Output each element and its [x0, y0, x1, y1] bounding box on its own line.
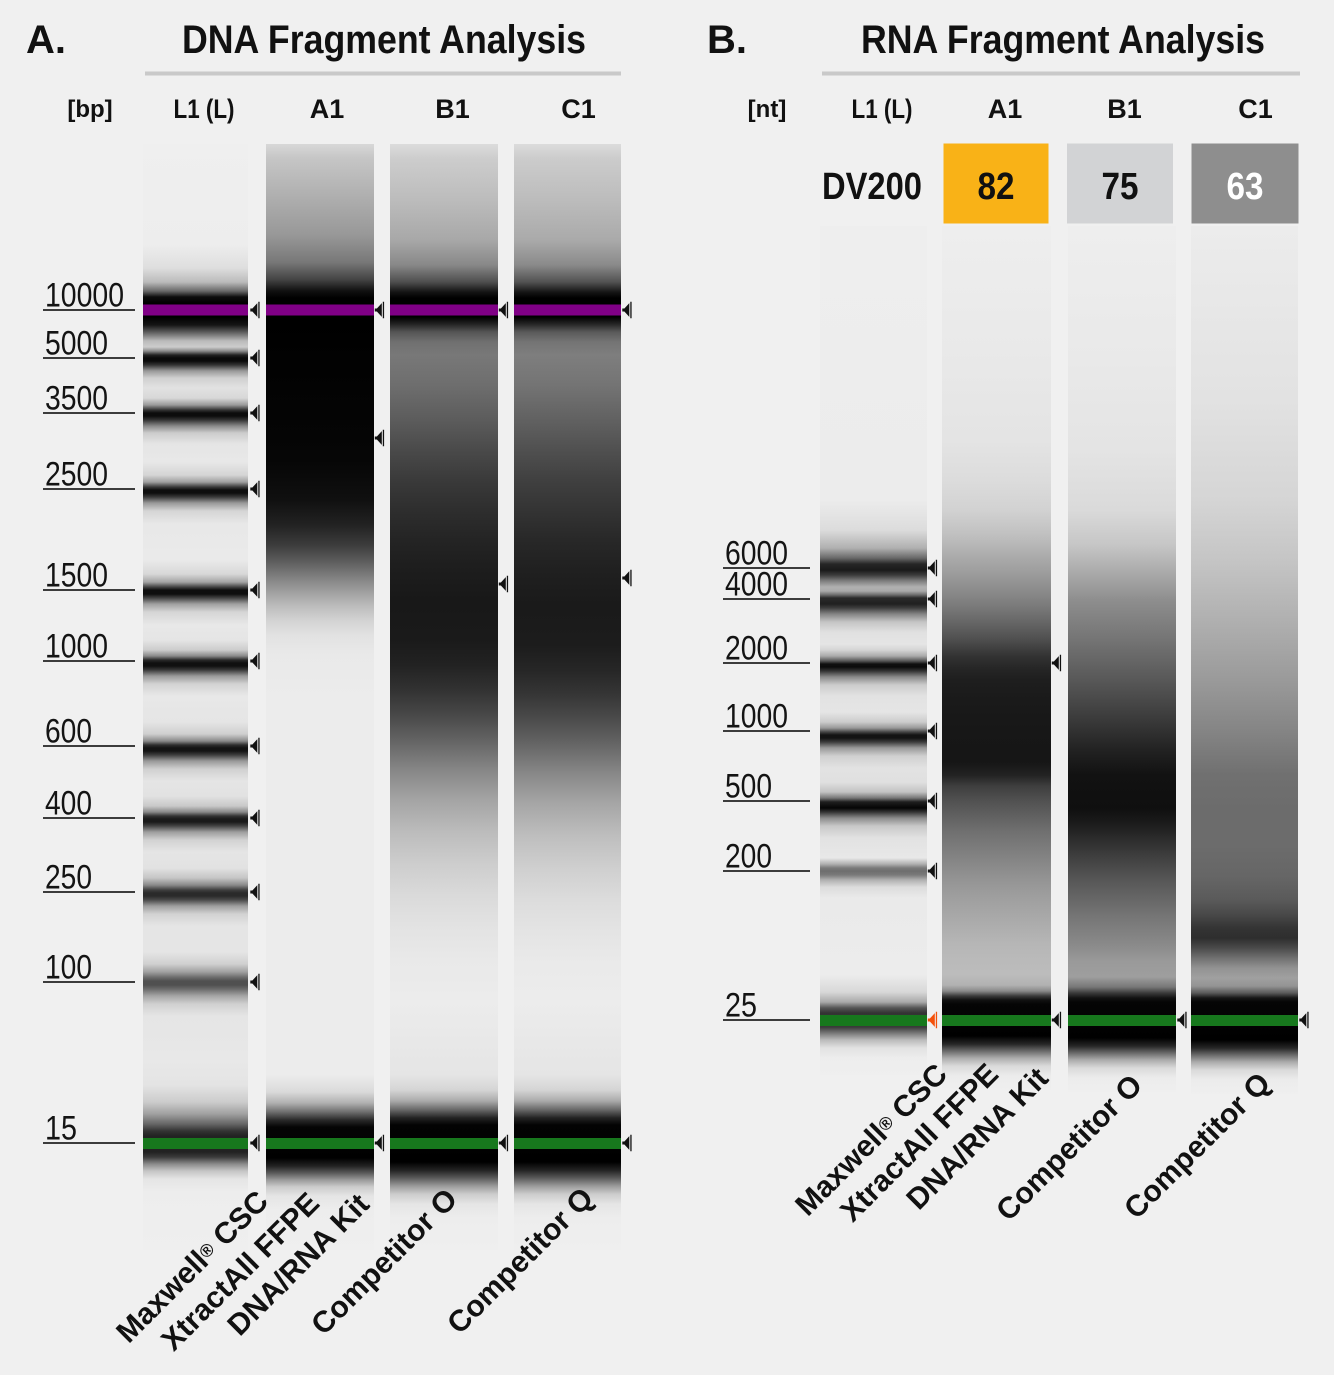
svg-text:1000: 1000 [725, 698, 788, 736]
svg-text:400: 400 [45, 785, 92, 823]
svg-text:L1 (L): L1 (L) [852, 94, 913, 124]
svg-text:A1: A1 [310, 94, 345, 124]
svg-text:6000: 6000 [725, 535, 788, 573]
svg-text:C1: C1 [1238, 94, 1273, 124]
svg-text:82: 82 [978, 166, 1015, 208]
svg-text:[bp]: [bp] [67, 96, 112, 123]
svg-text:500: 500 [725, 768, 772, 806]
svg-text:1000: 1000 [45, 628, 108, 666]
svg-text:[nt]: [nt] [748, 96, 787, 123]
svg-text:200: 200 [725, 838, 772, 876]
svg-text:75: 75 [1102, 166, 1139, 208]
svg-text:B.: B. [707, 18, 747, 62]
svg-text:10000: 10000 [45, 277, 124, 315]
svg-text:4000: 4000 [725, 566, 788, 604]
svg-text:2500: 2500 [45, 456, 108, 494]
svg-text:L1 (L): L1 (L) [174, 94, 235, 124]
svg-text:DNA Fragment Analysis: DNA Fragment Analysis [182, 18, 586, 62]
svg-text:63: 63 [1227, 166, 1264, 208]
svg-text:5000: 5000 [45, 325, 108, 363]
svg-text:A.: A. [26, 18, 66, 62]
svg-text:A1: A1 [988, 94, 1023, 124]
svg-text:600: 600 [45, 713, 92, 751]
svg-text:2000: 2000 [725, 630, 788, 668]
svg-text:B1: B1 [1107, 94, 1142, 124]
svg-text:15: 15 [45, 1110, 77, 1148]
svg-text:DV200: DV200 [822, 166, 922, 208]
svg-text:25: 25 [725, 987, 757, 1025]
svg-text:3500: 3500 [45, 380, 108, 418]
svg-text:100: 100 [45, 949, 92, 987]
svg-text:250: 250 [45, 859, 92, 897]
svg-text:B1: B1 [435, 94, 470, 124]
svg-text:RNA Fragment Analysis: RNA Fragment Analysis [861, 18, 1265, 62]
svg-text:C1: C1 [561, 94, 596, 124]
svg-text:1500: 1500 [45, 557, 108, 595]
